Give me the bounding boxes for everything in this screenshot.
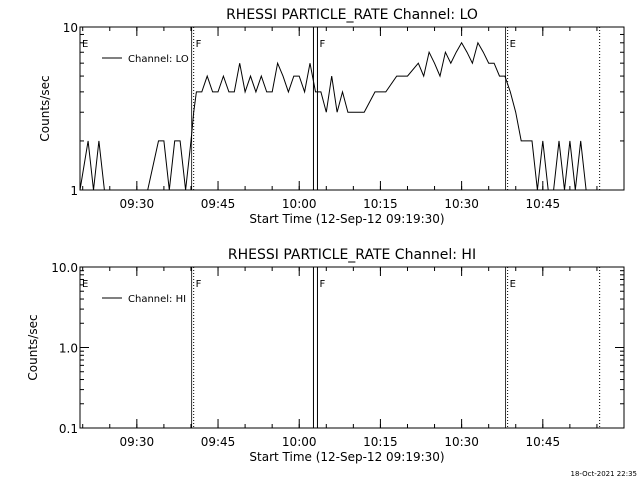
marker-label: E	[510, 39, 516, 50]
marker-label: F	[319, 39, 325, 50]
x-tick-label: 10:30	[444, 435, 479, 449]
marker-label: F	[196, 39, 202, 50]
x-tick-label: 10:45	[526, 197, 561, 211]
marker-label: F	[319, 279, 325, 290]
hi-channel-panel: RHESSI PARTICLE_RATE Channel: HI 10.0 1.0 0…	[26, 247, 625, 464]
y-axis-label: Counts/sec	[26, 314, 40, 380]
x-tick-label: 09:45	[201, 435, 236, 449]
marker-label: F	[196, 279, 202, 290]
series-line	[79, 41, 587, 191]
y-tick-label: 0.1	[59, 422, 78, 436]
chart-title: RHESSI PARTICLE_RATE Channel: LO	[226, 7, 478, 23]
x-tick-label: 09:30	[120, 435, 155, 449]
x-tick-label: 10:45	[526, 435, 561, 449]
lo-channel-panel: RHESSI PARTICLE_RATE Channel: LO 1 10 09:30…	[38, 7, 625, 226]
y-tick-label: 10.0	[51, 261, 78, 275]
footer-timestamp: 18-Oct-2021 22:35	[571, 470, 637, 478]
x-tick-label: 09:30	[120, 197, 155, 211]
x-tick-label: 10:30	[444, 197, 479, 211]
x-tick-label: 10:15	[363, 197, 398, 211]
x-tick-label: 09:45	[201, 197, 236, 211]
legend-label: Channel: HI	[128, 294, 186, 305]
y-tick-label: 1	[70, 184, 78, 198]
marker-label: E	[82, 279, 88, 290]
y-tick-label: 10	[63, 21, 78, 35]
chart-title: RHESSI PARTICLE_RATE Channel: HI	[228, 247, 476, 263]
plot-frame	[79, 26, 625, 191]
x-axis-label: Start Time (12-Sep-12 09:19:30)	[249, 450, 444, 464]
plot-frame	[79, 266, 625, 429]
y-tick-label: 1.0	[59, 342, 78, 356]
y-axis-label: Counts/sec	[38, 75, 52, 141]
x-tick-label: 10:00	[282, 197, 317, 211]
marker-label: E	[82, 39, 88, 50]
marker-label: E	[510, 279, 516, 290]
legend-label: Channel: LO	[128, 54, 189, 65]
x-axis-label: Start Time (12-Sep-12 09:19:30)	[249, 212, 444, 226]
x-tick-label: 10:15	[363, 435, 398, 449]
x-tick-label: 10:00	[282, 435, 317, 449]
